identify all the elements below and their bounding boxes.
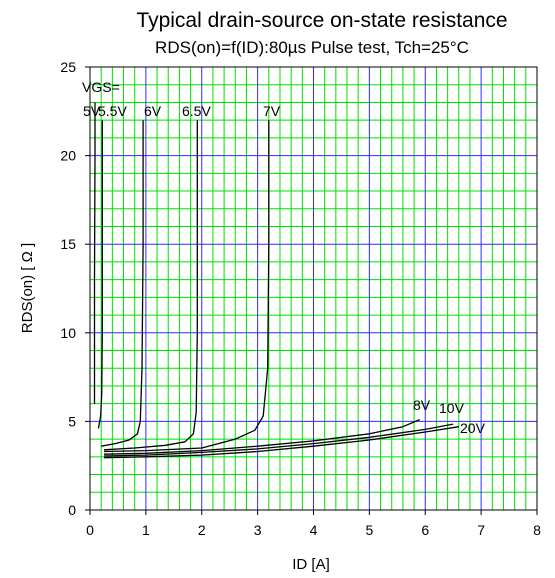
series-label: 20V <box>460 420 486 436</box>
series-labels: 5V5.5V 6V 6.5V 7V 8V 10V 20V <box>83 103 486 436</box>
series-curves <box>93 102 459 459</box>
legend-header: VGS= <box>82 79 120 95</box>
y-tick-label: 20 <box>60 148 76 164</box>
y-tick-label: 25 <box>60 59 76 75</box>
y-tick-label: 5 <box>68 413 76 429</box>
x-tick-label: 4 <box>310 522 318 538</box>
series-line <box>97 120 103 429</box>
y-axis-label: RDS(on) [ Ω ] <box>19 243 36 333</box>
chart-subtitle: RDS(on)=f(ID):80µs Pulse test, Tch=25°C <box>155 38 469 57</box>
series-line <box>103 120 270 453</box>
y-tick-label: 0 <box>68 502 76 518</box>
x-tick-label: 6 <box>421 522 429 538</box>
series-label: 7V <box>263 103 281 119</box>
series-line <box>103 426 459 459</box>
series-label: 8V <box>413 397 431 413</box>
series-line <box>103 120 198 451</box>
series-line <box>101 120 144 447</box>
series-label: 10V <box>439 400 465 416</box>
y-tick-label: 15 <box>60 236 76 252</box>
axis-ticks <box>85 66 538 515</box>
x-tick-label: 2 <box>198 522 206 538</box>
chart-title: Typical drain-source on-state resistance <box>136 9 507 32</box>
x-tick-label: 1 <box>142 522 150 538</box>
x-tick-label: 3 <box>254 522 262 538</box>
series-label: 6.5V <box>182 103 211 119</box>
series-line <box>93 102 96 404</box>
series-label: 5.5V <box>98 103 127 119</box>
major-grid <box>90 67 537 510</box>
series-label: 6V <box>144 103 162 119</box>
series-line <box>103 423 454 457</box>
x-tick-label: 5 <box>365 522 373 538</box>
series-line <box>103 419 420 455</box>
x-axis-label: ID [A] <box>292 556 330 573</box>
x-tick-label: 7 <box>477 522 485 538</box>
y-tick-label: 10 <box>60 325 76 341</box>
x-tick-label: 0 <box>86 522 94 538</box>
x-tick-label: 8 <box>533 522 541 538</box>
tick-labels: 0 1 2 3 4 5 6 7 8 0 5 10 15 20 25 <box>60 59 541 538</box>
series-label: 5V <box>83 103 101 119</box>
